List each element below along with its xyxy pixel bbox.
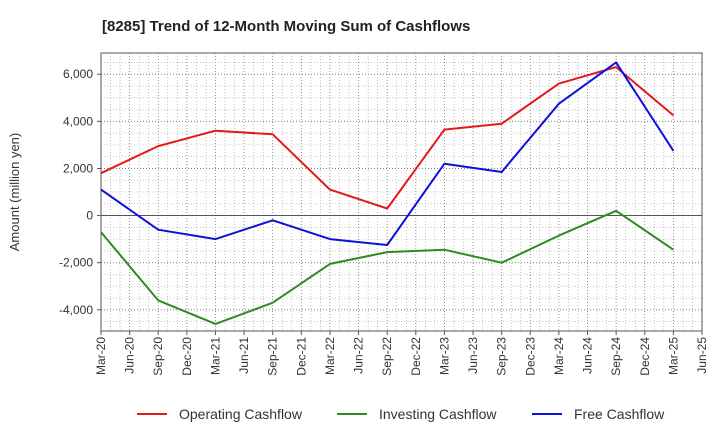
x-tick-label: Mar-23 (437, 337, 451, 375)
x-tick-label: Mar-20 (94, 337, 108, 375)
x-tick-label: Mar-24 (552, 337, 566, 375)
x-tick-label: Jun-23 (466, 337, 480, 374)
x-tick-label: Mar-21 (208, 337, 222, 375)
plot-frame (100, 52, 703, 332)
x-tick-label: Sep-23 (495, 337, 509, 376)
y-tick-label: 2,000 (63, 161, 93, 175)
x-tick-label: Mar-22 (323, 337, 337, 375)
x-tick-label: Dec-22 (409, 337, 423, 376)
y-tick-label: 4,000 (63, 114, 93, 128)
y-tick-label: 0 (86, 209, 93, 223)
legend-label-operating-cashflow: Operating Cashflow (179, 406, 303, 422)
x-tick-label: Dec-23 (523, 337, 537, 376)
x-tick-label: Sep-21 (266, 337, 280, 376)
y-axis-label: Amount (million yen) (7, 133, 22, 252)
legend-label-investing-cashflow: Investing Cashflow (379, 406, 497, 422)
y-tick-label: 6,000 (63, 67, 93, 81)
x-tick-label: Mar-25 (666, 337, 680, 375)
x-tick-label: Jun-25 (695, 337, 709, 374)
x-tick-label: Sep-20 (151, 337, 165, 376)
x-tick-label: Jun-21 (237, 337, 251, 374)
operating-cashflow-line (100, 66, 675, 210)
legend: Operating Cashflow Investing Cashflow Free… (137, 406, 665, 422)
free-cashflow-line (100, 61, 675, 246)
y-tick-label: -2,000 (59, 256, 93, 270)
x-tick-label: Dec-21 (294, 337, 308, 376)
investing-cashflow-line (100, 209, 674, 325)
x-tick-label: Jun-24 (581, 337, 595, 374)
x-tick-label: Sep-24 (609, 337, 623, 376)
x-tick-label: Dec-24 (638, 337, 652, 376)
chart-title: [8285] Trend of 12-Month Moving Sum of C… (102, 18, 470, 35)
plot-area: -4,000 -2,000 0 2,000 4,000 6,000 Mar-20 Jun-20… (59, 52, 709, 376)
legend-label-free-cashflow: Free Cashflow (574, 406, 665, 422)
x-tick-label: Jun-22 (352, 337, 366, 374)
x-tick-label: Sep-22 (380, 337, 394, 376)
x-tick-label: Jun-20 (123, 337, 137, 374)
x-tick-label: Dec-20 (180, 337, 194, 376)
y-tick-label: -4,000 (59, 303, 93, 317)
